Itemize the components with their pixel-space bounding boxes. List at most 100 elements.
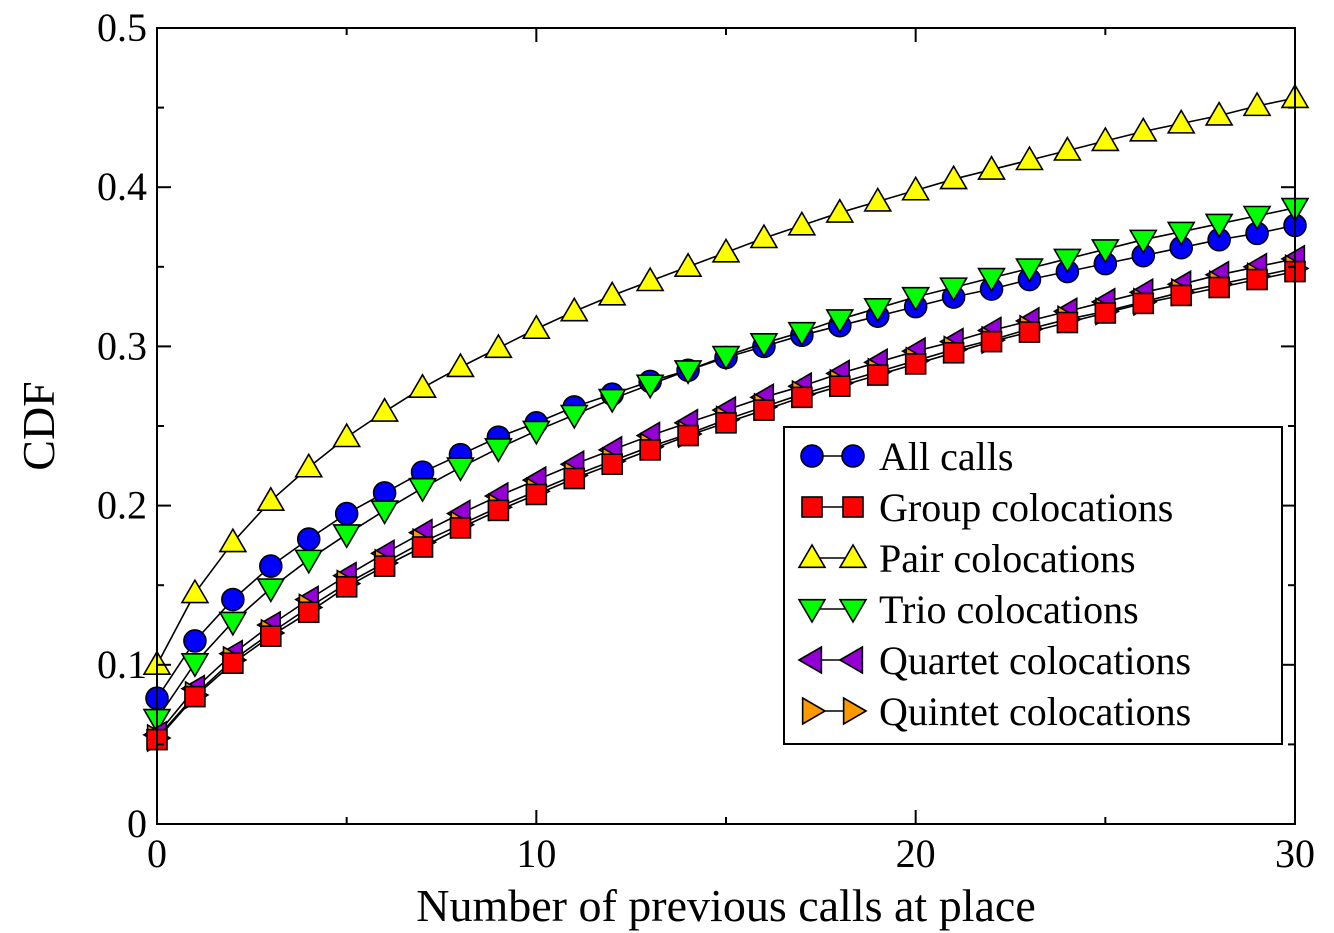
- data-point-trio-colocations: [711, 345, 741, 371]
- data-point-group-colocations: [373, 555, 396, 577]
- y-tick-label: 0.1: [97, 642, 147, 687]
- data-point-group-colocations: [297, 601, 320, 624]
- y-tick-label: 0.3: [97, 323, 147, 368]
- data-point-trio-colocations: [749, 333, 779, 358]
- legend-label: Quintet colocations: [879, 689, 1191, 734]
- data-point-group-colocations: [335, 575, 358, 598]
- data-point-group-colocations: [1132, 292, 1155, 315]
- data-point-group-colocations: [601, 453, 624, 476]
- legend-label: Quartet colocations: [879, 638, 1191, 683]
- data-point-group-colocations: [639, 439, 661, 461]
- y-tick-label: 0: [127, 801, 147, 846]
- legend-item-all-calls: All calls: [800, 434, 1013, 479]
- data-point-group-colocations: [904, 353, 927, 375]
- data-point-trio-colocations: [977, 267, 1006, 293]
- x-tick-label: 20: [896, 831, 936, 876]
- data-point-pair-colocations: [825, 198, 855, 223]
- data-point-pair-colocations: [332, 422, 362, 448]
- data-point-pair-colocations: [1204, 100, 1234, 126]
- data-point-trio-colocations: [939, 277, 968, 303]
- data-point-pair-colocations: [446, 352, 475, 378]
- data-point-group-colocations: [1208, 276, 1230, 299]
- data-point-trio-colocations: [559, 404, 589, 430]
- data-point-all-calls: [221, 587, 245, 612]
- legend: All calls Group colocations Pair colocatio…: [783, 426, 1283, 745]
- data-point-group-colocations: [222, 652, 244, 675]
- data-point-pair-colocations: [1166, 108, 1196, 134]
- ticks-layer: 0 10 20 30 0 0.1 0.2 0.3 0.4 0.5: [97, 5, 1315, 876]
- data-point-group-colocations: [866, 364, 889, 386]
- data-point-trio-colocations: [787, 321, 817, 347]
- data-point-group-colocations: [1056, 311, 1079, 334]
- data-point-group-colocations: [259, 625, 282, 647]
- series-trio-colocations: [142, 197, 1310, 734]
- y-tick-label: 0.2: [97, 483, 147, 528]
- data-point-group-colocations: [1246, 268, 1268, 291]
- data-point-trio-colocations: [597, 388, 627, 414]
- data-point-trio-colocations: [332, 524, 362, 549]
- x-axis-title: Number of previous calls at place: [416, 880, 1036, 931]
- legend-item-quartet-colocations: Quartet colocations: [797, 638, 1191, 683]
- data-point-pair-colocations: [1128, 116, 1158, 142]
- data-point-pair-colocations: [673, 252, 703, 277]
- legend-box: [783, 426, 1283, 745]
- data-point-trio-colocations: [901, 286, 931, 312]
- x-tick-label: 10: [516, 831, 556, 876]
- data-point-trio-colocations: [1090, 239, 1120, 264]
- data-point-pair-colocations: [901, 175, 931, 201]
- data-point-trio-colocations: [218, 611, 248, 637]
- legend-item-group-colocations: Group colocations: [801, 485, 1173, 530]
- data-point-pair-colocations: [294, 452, 324, 478]
- data-point-trio-colocations: [1204, 213, 1234, 239]
- data-point-trio-colocations: [370, 500, 399, 525]
- data-point-trio-colocations: [256, 578, 286, 603]
- data-point-pair-colocations: [559, 296, 589, 322]
- data-point-trio-colocations: [1166, 221, 1196, 247]
- data-point-group-colocations: [525, 483, 548, 506]
- data-point-trio-colocations: [1128, 229, 1158, 255]
- data-point-trio-colocations: [1242, 205, 1272, 231]
- data-point-pair-colocations: [408, 373, 437, 398]
- data-point-group-colocations: [1018, 321, 1041, 343]
- data-point-trio-colocations: [863, 298, 893, 323]
- data-point-group-colocations: [184, 685, 206, 708]
- data-point-pair-colocations: [1090, 126, 1120, 152]
- legend-marker: [797, 645, 823, 675]
- legend-marker: [801, 496, 823, 518]
- data-point-group-colocations: [753, 399, 775, 421]
- data-point-trio-colocations: [1053, 248, 1082, 274]
- data-point-pair-colocations: [521, 314, 551, 340]
- data-point-trio-colocations: [294, 549, 324, 575]
- data-point-pair-colocations: [711, 237, 741, 263]
- data-point-all-calls: [334, 501, 359, 526]
- data-point-trio-colocations: [180, 653, 210, 678]
- data-point-group-colocations: [1094, 302, 1117, 324]
- data-point-group-colocations: [828, 375, 851, 398]
- data-point-pair-colocations: [1053, 135, 1082, 161]
- data-point-group-colocations: [942, 341, 965, 364]
- x-tick-label: 30: [1275, 831, 1315, 876]
- legend-label: Trio colocations: [879, 587, 1139, 632]
- data-point-pair-colocations: [977, 155, 1006, 180]
- legend-item-pair-colocations: Pair colocations: [797, 536, 1136, 581]
- data-point-trio-colocations: [446, 457, 475, 482]
- data-point-pair-colocations: [180, 578, 210, 604]
- data-point-group-colocations: [677, 424, 699, 447]
- data-point-trio-colocations: [1015, 258, 1044, 283]
- data-point-pair-colocations: [939, 164, 968, 190]
- y-axis-title: CDF: [13, 381, 64, 470]
- series-pair-colocations: [142, 83, 1310, 675]
- legend-marker: [797, 598, 827, 624]
- data-point-pair-colocations: [749, 223, 779, 249]
- data-point-pair-colocations: [635, 266, 665, 292]
- legend-marker: [800, 444, 824, 468]
- data-point-pair-colocations: [863, 186, 893, 212]
- legend-marker: [838, 645, 864, 675]
- data-point-group-colocations: [487, 499, 510, 522]
- legend-marker: [842, 696, 868, 726]
- y-tick-label: 0.5: [97, 5, 147, 50]
- legend-label: Pair colocations: [879, 536, 1136, 581]
- data-point-pair-colocations: [218, 527, 248, 553]
- legend-item-trio-colocations: Trio colocations: [797, 587, 1139, 632]
